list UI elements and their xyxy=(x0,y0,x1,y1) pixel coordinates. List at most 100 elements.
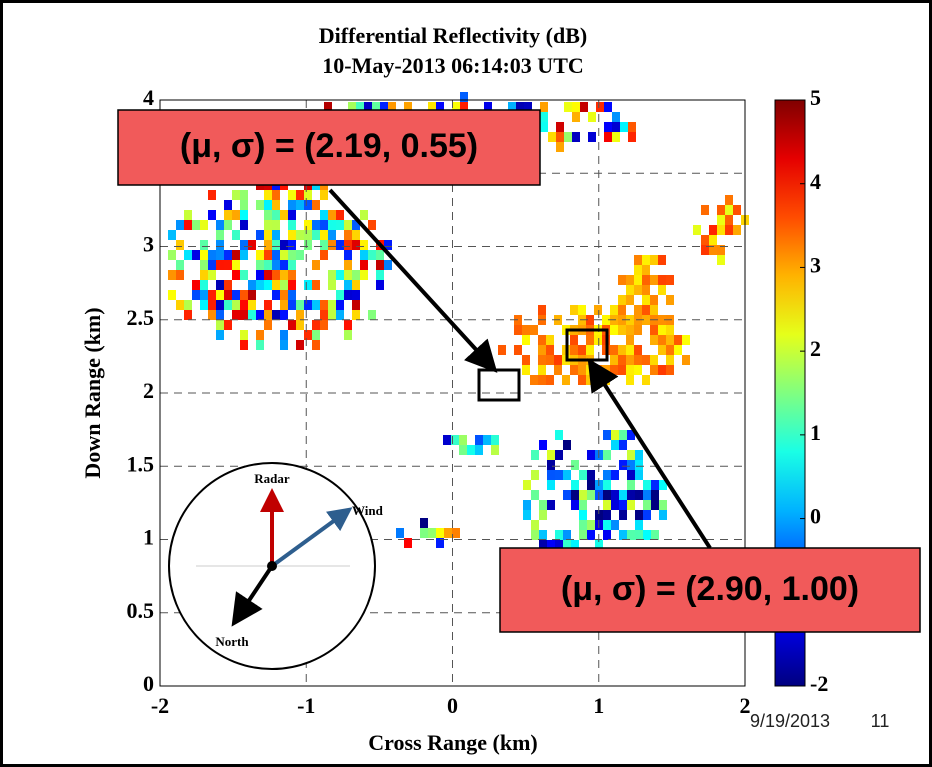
echo-cell xyxy=(248,310,256,320)
echo-cell xyxy=(288,220,296,230)
echo-cell xyxy=(612,122,620,132)
echo-cell xyxy=(288,320,296,330)
echo-cell xyxy=(216,330,224,340)
echo-cell xyxy=(352,290,360,300)
echo-cell xyxy=(578,305,586,315)
echo-cell xyxy=(280,210,288,220)
echo-cell xyxy=(538,355,546,365)
echo-cell xyxy=(674,335,682,345)
echo-cell xyxy=(709,235,717,245)
echo-cell xyxy=(459,435,467,445)
echo-cell xyxy=(618,295,626,305)
echo-cell xyxy=(659,510,667,520)
echo-cell xyxy=(626,275,634,285)
echo-cell xyxy=(522,355,530,365)
echo-cell xyxy=(610,305,618,315)
echo-cell xyxy=(588,112,596,122)
echo-cell xyxy=(475,435,483,445)
echo-cell xyxy=(604,122,612,132)
echo-cell xyxy=(666,335,674,345)
echo-cell xyxy=(256,340,264,350)
echo-cell xyxy=(216,300,224,310)
echo-cell xyxy=(344,290,352,300)
echo-cell xyxy=(610,345,618,355)
echo-cell xyxy=(344,250,352,260)
echo-cell xyxy=(540,122,548,132)
echo-cell xyxy=(304,330,312,340)
echo-cell xyxy=(256,280,264,290)
echo-cell xyxy=(634,345,642,355)
echo-cell xyxy=(360,250,368,260)
echo-cell xyxy=(572,132,580,142)
echo-cell xyxy=(563,440,571,450)
echo-cell xyxy=(264,220,272,230)
echo-cell xyxy=(650,255,658,265)
echo-cell xyxy=(556,122,564,132)
echo-cell xyxy=(539,530,547,540)
echo-cell xyxy=(578,345,586,355)
echo-cell xyxy=(635,470,643,480)
echo-cell xyxy=(531,490,539,500)
echo-cell xyxy=(658,285,666,295)
echo-cell xyxy=(312,300,320,310)
echo-cell xyxy=(693,225,701,235)
echo-cell xyxy=(224,300,232,310)
echo-cell xyxy=(280,250,288,260)
echo-cell xyxy=(651,500,659,510)
echo-cell xyxy=(540,102,548,112)
echo-cell xyxy=(216,280,224,290)
echo-cell xyxy=(650,365,658,375)
echo-cell xyxy=(200,300,208,310)
echo-cell xyxy=(627,490,635,500)
echo-cell xyxy=(336,220,344,230)
echo-cell xyxy=(578,365,586,375)
echo-cell xyxy=(587,470,595,480)
echo-cell xyxy=(328,230,336,240)
echo-cell xyxy=(634,325,642,335)
echo-cell xyxy=(168,230,176,240)
echo-cell xyxy=(618,275,626,285)
echo-cell xyxy=(733,205,741,215)
echo-cell xyxy=(556,132,564,142)
echo-cell xyxy=(248,280,256,290)
echo-cell xyxy=(296,230,304,240)
echo-cell xyxy=(570,365,578,375)
echo-cell xyxy=(562,375,570,385)
echo-cell xyxy=(666,325,674,335)
echo-cell xyxy=(232,250,240,260)
echo-cell xyxy=(514,345,522,355)
echo-cell xyxy=(288,250,296,260)
echo-cell xyxy=(328,310,336,320)
echo-cell xyxy=(376,250,384,260)
echo-cell xyxy=(531,450,539,460)
echo-cell xyxy=(531,520,539,530)
echo-cell xyxy=(272,250,280,260)
echo-cell xyxy=(344,220,352,230)
echo-cell xyxy=(556,142,564,152)
echo-cell xyxy=(328,220,336,230)
echo-cell xyxy=(587,530,595,540)
echo-cell xyxy=(288,280,296,290)
echo-cell xyxy=(596,102,604,112)
echo-cell xyxy=(547,450,555,460)
echo-cell xyxy=(288,230,296,240)
echo-cell xyxy=(264,270,272,280)
echo-cell xyxy=(200,250,208,260)
echo-cell xyxy=(459,445,467,455)
echo-cell xyxy=(635,520,643,530)
echo-cell xyxy=(651,490,659,500)
echo-cell xyxy=(587,490,595,500)
echo-cell xyxy=(627,450,635,460)
echo-cell xyxy=(304,220,312,230)
echo-cell xyxy=(634,365,642,375)
echo-cell xyxy=(443,435,451,445)
y-axis-label: Down Range (km) xyxy=(80,307,105,478)
echo-cell xyxy=(296,320,304,330)
echo-cell xyxy=(546,355,554,365)
compass-center xyxy=(267,561,277,571)
echo-cell xyxy=(272,260,280,270)
echo-cell xyxy=(522,365,530,375)
echo-cell xyxy=(538,305,546,315)
echo-cell xyxy=(514,325,522,335)
x-tick-label: 1 xyxy=(593,693,604,718)
